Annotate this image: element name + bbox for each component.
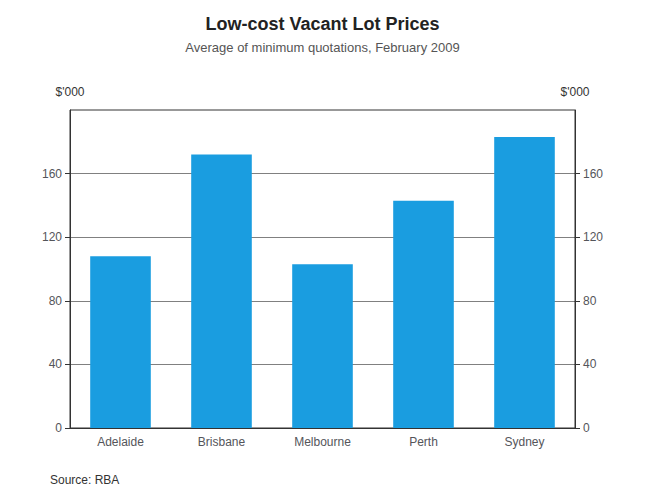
- svg-text:40: 40: [49, 357, 63, 371]
- svg-text:Low-cost Vacant Lot Prices: Low-cost Vacant Lot Prices: [205, 14, 439, 34]
- svg-text:120: 120: [42, 230, 62, 244]
- svg-text:Melbourne: Melbourne: [294, 435, 351, 449]
- svg-text:0: 0: [583, 421, 590, 435]
- svg-text:Adelaide: Adelaide: [97, 435, 144, 449]
- svg-text:Source: RBA: Source: RBA: [50, 473, 119, 487]
- svg-text:Brisbane: Brisbane: [198, 435, 246, 449]
- svg-text:160: 160: [42, 167, 62, 181]
- svg-text:160: 160: [583, 167, 603, 181]
- svg-text:Perth: Perth: [409, 435, 438, 449]
- svg-text:120: 120: [583, 230, 603, 244]
- svg-text:40: 40: [583, 357, 597, 371]
- svg-text:80: 80: [49, 294, 63, 308]
- svg-text:80: 80: [583, 294, 597, 308]
- svg-text:0: 0: [55, 421, 62, 435]
- svg-text:$'000: $'000: [561, 85, 590, 99]
- svg-text:$'000: $'000: [56, 85, 85, 99]
- svg-text:Average of minimum quotations,: Average of minimum quotations, February …: [185, 40, 459, 55]
- svg-text:Sydney: Sydney: [504, 435, 544, 449]
